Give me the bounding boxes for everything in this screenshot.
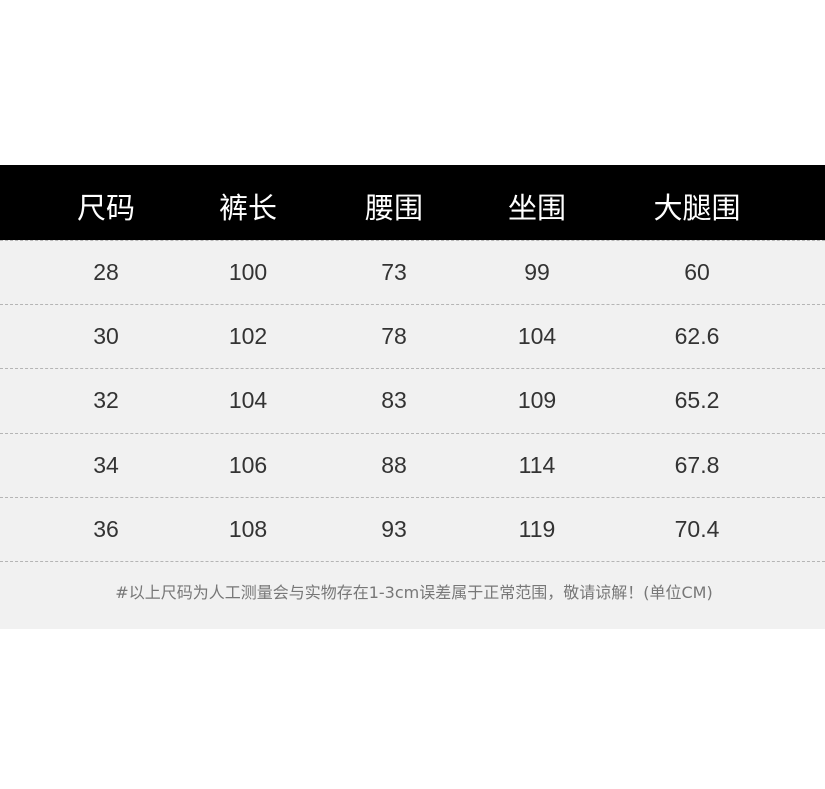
table-row: 28 100 73 99 60 bbox=[0, 240, 825, 305]
table-cell: 30 bbox=[93, 323, 119, 350]
table-row: 34 106 88 114 67.8 bbox=[0, 432, 825, 498]
size-chart-table: 尺码 裤长 腰围 坐围 大腿围 28 100 73 99 60 30 102 78 104 62.… bbox=[0, 165, 825, 629]
table-cell: 119 bbox=[518, 515, 556, 542]
table-cell: 62.6 bbox=[674, 323, 720, 350]
header-size: 尺码 bbox=[76, 191, 136, 225]
table-cell: 83 bbox=[381, 387, 407, 414]
table-cell: 106 bbox=[228, 451, 268, 478]
header-length: 裤长 bbox=[218, 191, 278, 225]
table-cell: 60 bbox=[684, 259, 710, 285]
table-cell: 70.4 bbox=[674, 515, 720, 542]
table-row: 32 104 83 109 65.2 bbox=[0, 368, 825, 433]
table-cell: 32 bbox=[93, 387, 119, 414]
table-cell: 109 bbox=[517, 387, 557, 414]
table-cell: 114 bbox=[518, 451, 556, 478]
table-cell: 104 bbox=[517, 323, 557, 350]
table-cell: 65.2 bbox=[674, 387, 720, 414]
table-row: 30 102 78 104 62.6 bbox=[0, 304, 825, 369]
divider bbox=[0, 561, 825, 562]
table-row: 36 108 93 119 70.4 bbox=[0, 496, 825, 562]
table-header: 尺码 裤长 腰围 坐围 大腿围 bbox=[0, 165, 825, 240]
table-cell: 28 bbox=[93, 259, 119, 285]
table-cell: 73 bbox=[381, 259, 407, 285]
measurement-note: #以上尺码为人工测量会与实物存在1-3cm误差属于正常范围，敬请谅解！(单位CM… bbox=[115, 583, 713, 602]
table-cell: 67.8 bbox=[674, 451, 720, 478]
table-cell: 93 bbox=[381, 515, 407, 542]
table-cell: 78 bbox=[381, 323, 407, 350]
table-cell: 88 bbox=[381, 451, 407, 478]
table-cell: 100 bbox=[228, 259, 268, 285]
header-thigh: 大腿围 bbox=[653, 191, 741, 225]
table-cell: 108 bbox=[228, 515, 268, 542]
table-cell: 99 bbox=[524, 259, 550, 285]
table-cell: 34 bbox=[93, 451, 119, 478]
table-cell: 102 bbox=[228, 323, 268, 350]
header-hip: 坐围 bbox=[507, 191, 567, 225]
table-cell: 36 bbox=[93, 515, 119, 542]
table-cell: 104 bbox=[228, 387, 268, 414]
header-waist: 腰围 bbox=[364, 191, 424, 225]
